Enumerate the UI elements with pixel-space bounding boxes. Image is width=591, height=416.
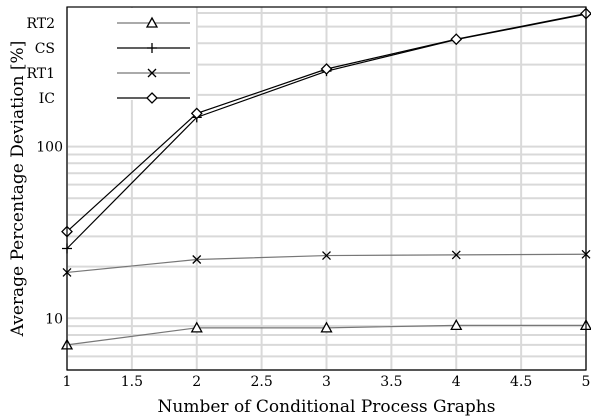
legend-label-rt1: RT1 bbox=[26, 66, 55, 82]
data-point-ic bbox=[450, 33, 463, 46]
x-tick-label: 4 bbox=[452, 374, 461, 390]
plot-frame bbox=[66, 6, 587, 371]
tick-labels: 1 1.5 2 2.5 3 3.5 4 4.5 5 10 100 bbox=[36, 140, 590, 390]
x-tick-label: 3 bbox=[322, 374, 331, 390]
legend-marker-ic bbox=[146, 92, 158, 104]
legend-label-cs: CS bbox=[35, 41, 55, 57]
x-tick-label: 1.5 bbox=[121, 374, 143, 390]
x-tick-label: 3.5 bbox=[380, 374, 402, 390]
legend: RT2 CS RT1 IC bbox=[26, 8, 196, 107]
x-tick-label: 4.5 bbox=[510, 374, 532, 390]
data-point-rt2 bbox=[450, 319, 463, 330]
y-axis-title: Average Percentage Deviation [%] bbox=[8, 41, 28, 338]
y-tick-label: 10 bbox=[45, 311, 63, 327]
data-point-rt1 bbox=[192, 255, 202, 264]
x-tick-label: 1 bbox=[63, 374, 72, 390]
y-tick-label: 100 bbox=[36, 140, 63, 156]
legend-marker-cs bbox=[147, 43, 157, 53]
x-tick-label: 2 bbox=[192, 374, 201, 390]
x-axis-title: Number of Conditional Process Graphs bbox=[158, 397, 496, 416]
legend-label-rt2: RT2 bbox=[26, 16, 55, 32]
x-tick-label: 5 bbox=[582, 374, 591, 390]
series-layer bbox=[60, 7, 591, 350]
data-point-rt2 bbox=[320, 321, 333, 333]
legend-background bbox=[68, 8, 196, 100]
data-point-rt2 bbox=[190, 321, 203, 333]
data-point-rt1 bbox=[451, 250, 461, 260]
legend-marker-rt1 bbox=[147, 68, 157, 78]
data-point-ic bbox=[190, 107, 203, 120]
legend-label-ic: IC bbox=[39, 91, 55, 107]
data-point-rt1 bbox=[322, 251, 331, 261]
legend-marker-rt2 bbox=[145, 16, 159, 28]
data-point-ic bbox=[320, 63, 333, 75]
x-tick-label: 2.5 bbox=[250, 374, 272, 390]
series-rt1 bbox=[62, 249, 591, 277]
